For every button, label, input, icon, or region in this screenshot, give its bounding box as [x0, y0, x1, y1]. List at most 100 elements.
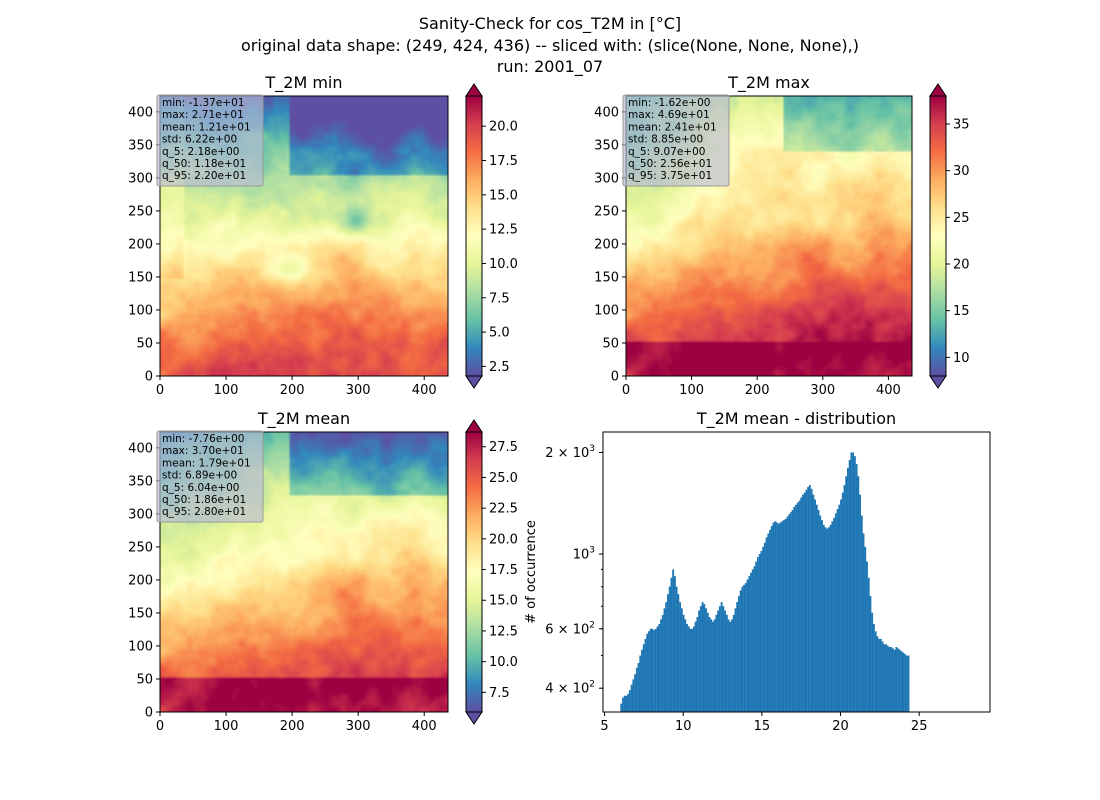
- histogram-bar: [628, 690, 631, 712]
- colorbar: 10 15 20 25 30 35: [929, 83, 970, 389]
- colorbar-extend-bottom: [929, 375, 947, 389]
- histogram-bar: [791, 510, 794, 712]
- colorbar-tick-label: 12.5: [489, 624, 518, 639]
- colorbar-gradient: [929, 95, 947, 377]
- histogram-bar: [737, 596, 740, 712]
- figure-suptitle: Sanity-Check for cos_T2M in [°C] origina…: [241, 14, 859, 77]
- histogram-bar: [814, 499, 816, 712]
- histogram-bar: [668, 586, 671, 712]
- stats-line: mean: 2.41e+01: [628, 121, 717, 133]
- histogram-bar: [878, 638, 881, 712]
- histogram-bar: [687, 626, 690, 712]
- y-tick-label: 300: [594, 171, 619, 186]
- histogram-bar: [907, 655, 910, 712]
- histogram-bar: [769, 529, 772, 712]
- stats-line: std: 8.85e+00: [628, 134, 703, 146]
- histogram-bar: [834, 513, 837, 712]
- histogram-bar: [743, 584, 746, 712]
- histogram-bar: [620, 703, 623, 712]
- histogram-bar: [622, 697, 624, 712]
- histogram-bar: [715, 614, 718, 712]
- histogram-bar: [647, 631, 650, 712]
- histogram-bar: [871, 612, 874, 712]
- histogram-bar: [897, 648, 900, 712]
- histogram-bar: [845, 476, 848, 712]
- histogram-bar: [853, 456, 856, 712]
- histogram-bar: [860, 515, 863, 712]
- histogram-bar: [705, 608, 707, 712]
- x-tick-label: 10: [675, 719, 692, 734]
- histogram-bar: [838, 504, 841, 712]
- stats-line: q_50: 2.56e+01: [628, 158, 712, 170]
- histogram-bar: [649, 628, 652, 712]
- stats-box-background: [156, 94, 264, 187]
- y-tick-exponent: 2: [589, 620, 595, 630]
- histogram-bar: [881, 641, 884, 712]
- y-tick-label: 0: [145, 370, 153, 385]
- histogram-bar: [843, 485, 846, 712]
- y-tick-label: 50: [136, 336, 153, 351]
- histogram-bar: [644, 638, 647, 712]
- histogram-bar: [675, 586, 678, 712]
- y-tick-exponent: 2: [589, 680, 595, 690]
- axes-frame: [625, 95, 913, 377]
- histogram-bar: [829, 524, 832, 712]
- histogram-bar: [821, 520, 823, 712]
- histogram-bar: [812, 494, 815, 712]
- histogram-bar: [623, 695, 626, 712]
- axes-frame: [602, 431, 991, 713]
- stats-line: q_50: 1.18e+01: [162, 158, 246, 170]
- histogram-bar: [710, 619, 713, 712]
- histogram-bar: [898, 649, 901, 712]
- histogram-bar: [876, 636, 879, 712]
- histogram-bar: [667, 594, 669, 712]
- y-tick-mantissa: 10: [573, 547, 590, 562]
- histogram-bar: [757, 556, 759, 712]
- y-tick-label: 0: [611, 370, 619, 385]
- histogram-bar: [862, 533, 865, 712]
- histogram-bar: [905, 655, 908, 712]
- y-tick-label: 200: [128, 573, 153, 588]
- histogram-bar: [782, 520, 785, 712]
- histogram-bar: [879, 638, 882, 712]
- histogram-bar: [902, 652, 905, 712]
- x-tick-label: 300: [346, 383, 371, 398]
- colorbar-tick-label: 17.5: [489, 154, 518, 169]
- histogram-bar: [824, 527, 827, 712]
- histogram-bar: [654, 628, 657, 712]
- histogram-bar: [827, 527, 830, 712]
- histogram-bar: [701, 602, 704, 712]
- colorbar-extend-bottom: [465, 375, 483, 389]
- histogram-bar: [883, 644, 886, 712]
- histogram-bar: [720, 602, 723, 712]
- histogram-bar: [840, 499, 842, 712]
- histogram-bar: [706, 612, 709, 712]
- y-tick-label: 50: [136, 672, 153, 687]
- axes-frame: [159, 95, 449, 377]
- histogram-bar: [630, 684, 633, 712]
- y-tick-label: 4 × 102: [545, 680, 595, 697]
- x-tick-label: 400: [876, 383, 901, 398]
- histogram-bar: [686, 624, 688, 712]
- y-tick-mantissa: 2 × 10: [545, 446, 589, 461]
- stats-line: q_95: 2.80e+01: [162, 506, 246, 518]
- histogram-bar: [731, 619, 733, 712]
- histogram-bar: [872, 624, 875, 712]
- stats-line: q_95: 3.75e+01: [628, 170, 712, 182]
- y-tick-label: 400: [594, 105, 619, 120]
- histogram-bar: [831, 521, 834, 712]
- histogram-bar: [808, 485, 811, 712]
- y-tick-label: 50: [602, 336, 619, 351]
- heatmap-panel-min: T_2M min 0 100 200 300 400 0 50 100 150 200 250 300 3…: [128, 73, 518, 398]
- histogram-bar: [891, 648, 894, 712]
- heatmap-panel-max: T_2M max 0 100 200 300 400 0 50 100 150 200 250 300 3…: [594, 73, 969, 398]
- histogram-bar: [802, 494, 804, 712]
- histogram-bar: [885, 644, 887, 712]
- x-tick-label: 400: [412, 719, 437, 734]
- colorbar-tick-label: 27.5: [489, 440, 518, 455]
- x-tick-label: 200: [280, 383, 305, 398]
- colorbar-extend-top: [929, 83, 947, 97]
- suptitle-line-3: run: 2001_07: [497, 57, 603, 77]
